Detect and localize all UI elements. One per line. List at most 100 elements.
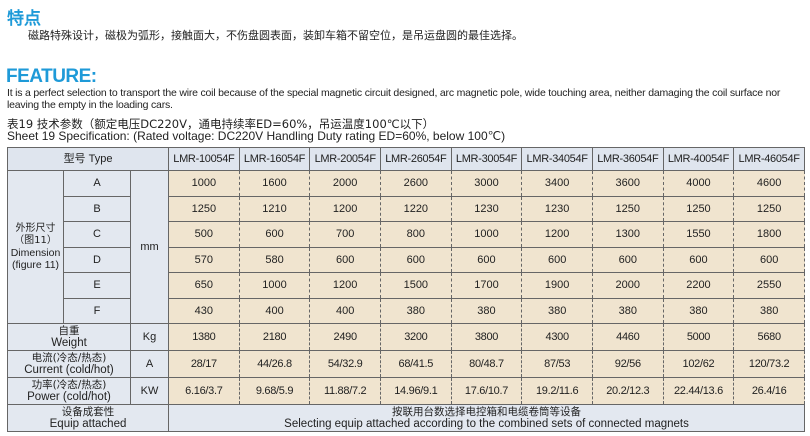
- table-cell: 1250: [591, 195, 664, 222]
- table-cell: 1220: [380, 195, 452, 222]
- dimension-key: A: [63, 170, 131, 197]
- table-cell: 1300: [591, 221, 664, 248]
- dimension-key: C: [63, 221, 131, 248]
- row-label: 自重 Weight: [7, 323, 131, 351]
- table-cell: 650: [168, 272, 240, 299]
- sheet-title-en: Sheet 19 Specification: (Rated voltage: …: [7, 129, 506, 143]
- table-row: 自重 Weight Kg 1380 2180 2490 3200 3800 4300 4460 50…: [7, 323, 805, 351]
- table-cell: 2180: [238, 323, 311, 351]
- table-cell: 1800: [733, 221, 805, 248]
- type-header: 型号 Type: [6, 147, 170, 171]
- table-cell: 380: [450, 297, 523, 324]
- equip-label: 设备成套性 Equip attached: [6, 404, 170, 432]
- row-label: 功率(冷态/热态) Power (cold/hot): [7, 377, 131, 405]
- table-cell: 3000: [450, 170, 523, 197]
- table-cell: 600: [591, 246, 664, 273]
- model-header: LMR-30054F: [450, 147, 523, 171]
- table-cell: 44/26.8: [238, 350, 311, 378]
- row-unit: Kg: [129, 323, 170, 351]
- table-cell: 600: [662, 246, 735, 273]
- table-cell: 1500: [380, 272, 452, 299]
- table-cell: 1000: [168, 170, 240, 197]
- table-cell: 2000: [591, 272, 664, 299]
- dimension-unit: mm: [129, 170, 170, 324]
- table-cell: 2200: [662, 272, 735, 299]
- table-cell: 400: [238, 297, 311, 324]
- table-cell: 4600: [733, 170, 805, 197]
- table-cell: 3200: [380, 323, 452, 351]
- equip-text-cn: 按联用台数选择电控箱和电缆卷筒等设备: [392, 406, 582, 418]
- table-row: 功率(冷态/热态) Power (cold/hot) KW 6.16/3.7 9.68/…: [7, 377, 805, 405]
- model-header: LMR-36054F: [591, 147, 664, 171]
- table-row: B 1250 1210 1200 1220 1230 1230 1250 1250 1250: [8, 195, 805, 222]
- table-cell: 1200: [521, 221, 593, 248]
- dimension-key: F: [63, 297, 131, 324]
- table-cell: 22.44/13.6: [662, 377, 735, 405]
- feature-cn-text: 磁路特殊设计，磁极为弧形，接触面大，不伤盘圆表面，装卸车箱不留空位，是吊运盘圆的…: [28, 29, 523, 42]
- table-cell: 600: [521, 246, 593, 273]
- model-header: LMR-20054F: [309, 147, 381, 171]
- row-unit: A: [129, 350, 170, 378]
- sheet-title-cn: 表19 技术参数（额定电压DC220V，通电持续率ED=60%，吊运温度100℃…: [7, 117, 435, 131]
- table-cell: 120/73.2: [733, 350, 805, 378]
- table-cell: 1250: [662, 195, 735, 222]
- table-cell: 380: [380, 297, 452, 324]
- table-cell: 19.2/11.6: [521, 377, 593, 405]
- table-cell: 2600: [380, 170, 452, 197]
- row-label-en: Power (cold/hot): [27, 391, 111, 403]
- row-label-cn: 电流(冷态/热态): [31, 352, 107, 364]
- table-cell: 1380: [168, 323, 240, 351]
- dimension-label-cn: 外形尺寸（图11）: [14, 223, 57, 246]
- table-row: E 650 1000 1200 1500 1700 1900 2000 2200 2550: [8, 272, 805, 299]
- table-cell: 28/17: [168, 350, 240, 378]
- table-row: F 430 400 400 380 380 380 380 380 380: [8, 297, 805, 324]
- row-label-cn: 自重: [58, 325, 80, 337]
- table-row: D 570 580 600 600 600 600 600 600 600: [8, 246, 805, 273]
- header-row: 型号 Type LMR-10054F LMR-16054F LMR-20054F LMR…: [6, 147, 805, 171]
- table-cell: 380: [521, 297, 593, 324]
- table-cell: 380: [662, 297, 735, 324]
- row-label-en: Current (cold/hot): [24, 364, 114, 376]
- table-cell: 1200: [309, 272, 381, 299]
- table-cell: 20.2/12.3: [591, 377, 664, 405]
- table-cell: 4000: [662, 170, 735, 197]
- table-cell: 80/48.7: [450, 350, 523, 378]
- dimension-key: D: [63, 246, 131, 273]
- table-cell: 1230: [450, 195, 523, 222]
- table-cell: 1900: [521, 272, 593, 299]
- dimension-label-en: Dimension (figure 11): [10, 247, 61, 271]
- table-cell: 14.96/9.1: [380, 377, 452, 405]
- table-cell: 1700: [450, 272, 523, 299]
- table-row: 电流(冷态/热态) Current (cold/hot) A 28/17 44/26.8…: [7, 350, 805, 378]
- table-cell: 700: [309, 221, 381, 248]
- dimension-key: E: [63, 272, 131, 299]
- table-cell: 1230: [521, 195, 593, 222]
- dimension-key: B: [63, 195, 131, 222]
- table-cell: 2000: [309, 170, 381, 197]
- table-cell: 4460: [591, 323, 664, 351]
- table-cell: 600: [238, 221, 311, 248]
- model-header: LMR-40054F: [662, 147, 735, 171]
- table-cell: 800: [380, 221, 452, 248]
- equip-text: 按联用台数选择电控箱和电缆卷筒等设备 Selecting equip attach…: [168, 404, 805, 432]
- model-header: LMR-16054F: [238, 147, 311, 171]
- table-cell: 3800: [450, 323, 523, 351]
- table-cell: 1250: [733, 195, 805, 222]
- table-cell: 5680: [733, 323, 805, 351]
- spec-table: 型号 Type LMR-10054F LMR-16054F LMR-20054F LMR…: [6, 147, 805, 432]
- table-cell: 1600: [238, 170, 311, 197]
- row-label: 电流(冷态/热态) Current (cold/hot): [7, 350, 131, 378]
- table-cell: 87/53: [521, 350, 593, 378]
- model-header: LMR-26054F: [380, 147, 452, 171]
- table-cell: 400: [309, 297, 381, 324]
- model-header: LMR-34054F: [521, 147, 593, 171]
- table-cell: 1550: [662, 221, 735, 248]
- equip-label-en: Equip attached: [49, 418, 127, 430]
- table-cell: 5000: [662, 323, 735, 351]
- dimension-label: 外形尺寸（图11） Dimension (figure 11): [7, 170, 64, 324]
- table-cell: 1000: [238, 272, 311, 299]
- table-cell: 500: [168, 221, 240, 248]
- table-cell: 6.16/3.7: [168, 377, 240, 405]
- table-cell: 1210: [238, 195, 311, 222]
